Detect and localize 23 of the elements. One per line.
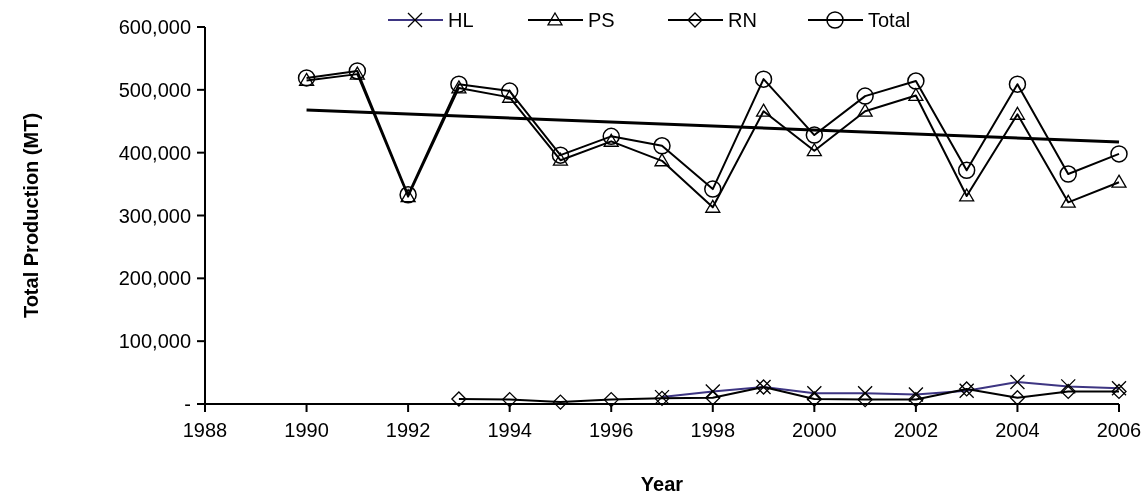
- y-tick-label: 100,000: [118, 330, 191, 353]
- x-tick-label: 1994: [487, 419, 532, 441]
- y-tick-label: 200,000: [118, 267, 191, 290]
- x-tick-label: 2000: [792, 419, 837, 441]
- x-tick-label: 2006: [1096, 419, 1142, 441]
- y-tick-label: 300,000: [118, 204, 191, 227]
- y-tick-label: 400,000: [118, 141, 191, 164]
- y-tick-label: -: [184, 393, 191, 415]
- legend-label: HL: [448, 9, 474, 31]
- y-tick-label: 600,000: [118, 16, 191, 38]
- x-tick-label: 2004: [995, 419, 1040, 441]
- x-tick-label: 1998: [690, 419, 736, 441]
- legend-label: RN: [728, 9, 757, 31]
- x-tick-label: 1988: [182, 419, 228, 441]
- x-tick-label: 1990: [284, 419, 329, 441]
- legend-label: Total: [868, 9, 911, 31]
- y-axis-title: Total Production (MT): [20, 112, 42, 319]
- x-tick-label: 1996: [588, 419, 634, 441]
- y-tick-label: 500,000: [118, 78, 191, 101]
- x-tick-label: 2002: [893, 419, 939, 441]
- legend-label: PS: [588, 9, 615, 31]
- x-tick-label: 1992: [385, 419, 431, 441]
- x-axis-title: Year: [640, 473, 684, 493]
